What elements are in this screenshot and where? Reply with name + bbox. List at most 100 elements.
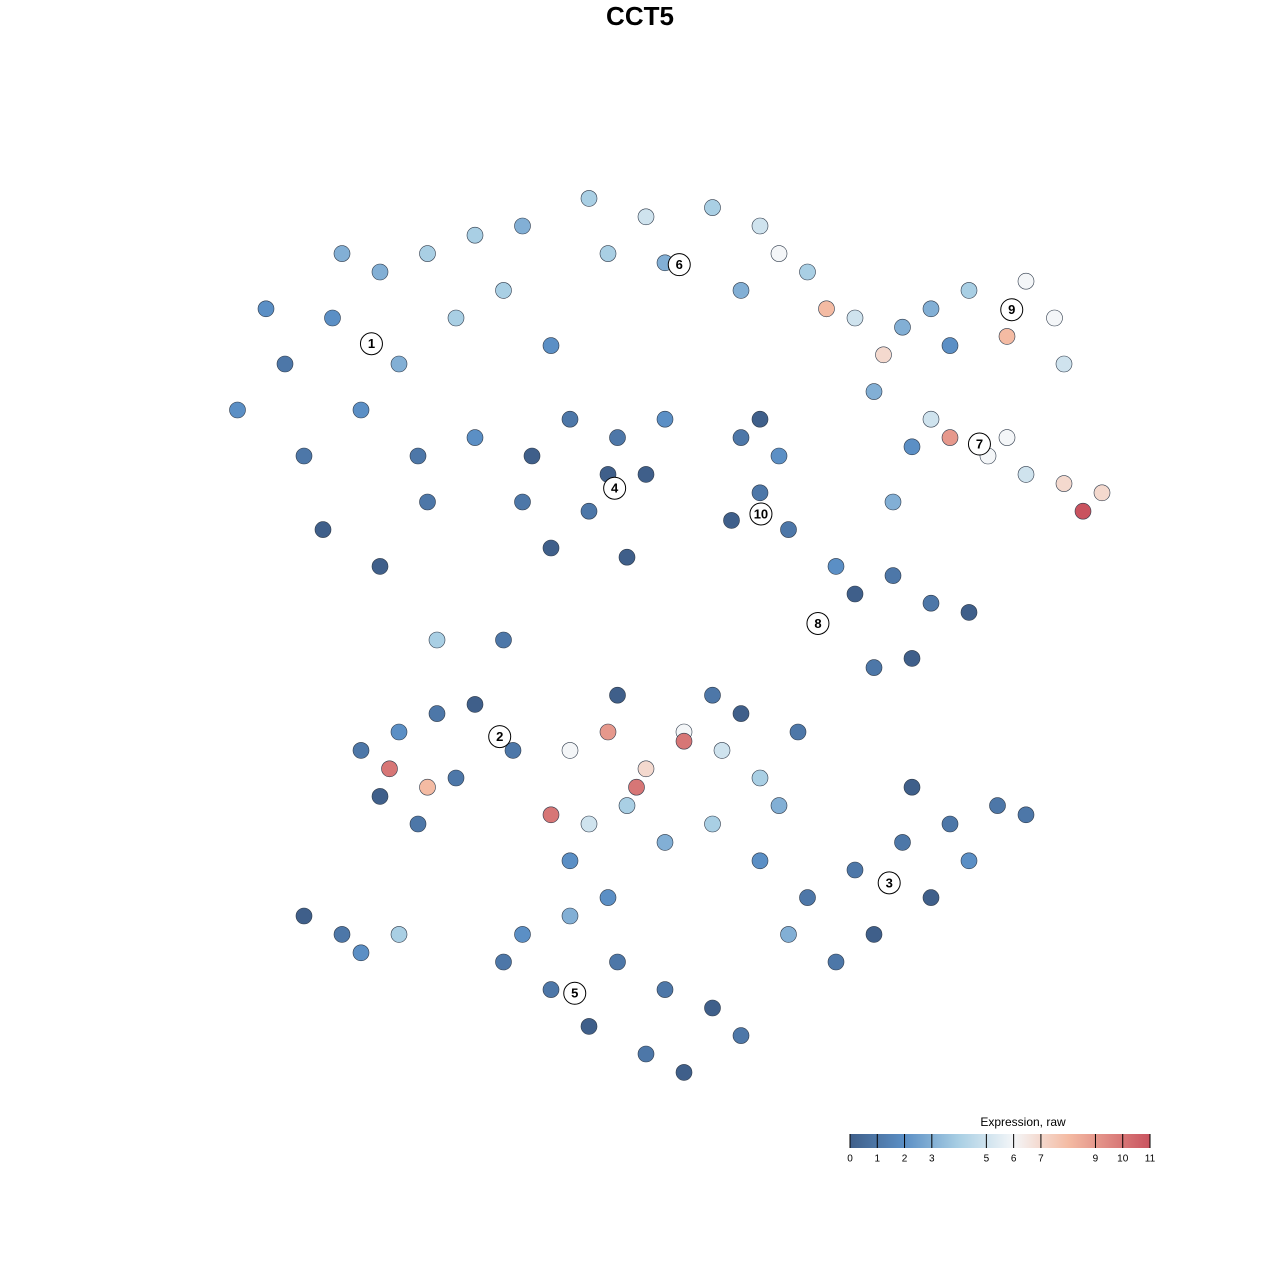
point: [628, 778, 645, 796]
point: [922, 594, 940, 612]
point: [428, 705, 446, 722]
chart-title: CCT5: [606, 1, 674, 31]
point: [1017, 466, 1035, 483]
point: [903, 778, 921, 796]
point: [751, 769, 769, 787]
point: [704, 999, 721, 1017]
point: [922, 410, 940, 428]
point: [371, 558, 389, 575]
point: [371, 263, 389, 281]
colorbar-tick-label: 6: [1011, 1154, 1017, 1165]
colorbar-tick-label: 10: [1117, 1154, 1129, 1165]
point: [1074, 502, 1092, 520]
cluster-text: 8: [814, 616, 821, 631]
point: [561, 907, 579, 925]
point: [276, 355, 294, 373]
cluster-label: 3: [877, 871, 901, 895]
point: [770, 797, 788, 814]
cluster-text: 4: [611, 481, 619, 496]
point: [675, 732, 693, 750]
cluster-label: 2: [488, 725, 512, 749]
point: [561, 410, 579, 428]
point: [675, 1064, 693, 1081]
point: [865, 383, 883, 400]
point: [903, 650, 921, 667]
point: [656, 981, 674, 998]
colorbar-title: Expression, raw: [980, 1115, 1066, 1129]
point: [922, 889, 940, 906]
point: [941, 815, 959, 833]
point: [865, 659, 883, 676]
point: [1093, 484, 1111, 502]
point: [1017, 806, 1035, 824]
colorbar-tick-label: 3: [929, 1154, 935, 1165]
point: [941, 337, 959, 354]
point: [324, 309, 341, 327]
point: [751, 410, 769, 428]
point: [618, 548, 636, 566]
point: [704, 686, 721, 704]
cluster-label: 9: [1000, 298, 1024, 322]
point: [257, 300, 275, 318]
point: [409, 815, 427, 833]
cluster-label: 6: [667, 253, 691, 277]
point: [846, 861, 864, 879]
cluster-label: 5: [563, 981, 587, 1005]
point: [352, 401, 370, 419]
point: [637, 466, 655, 483]
point: [609, 686, 626, 704]
point: [894, 318, 911, 336]
point: [1046, 309, 1063, 327]
point: [922, 300, 940, 318]
point: [704, 815, 721, 833]
point: [580, 815, 598, 833]
point: [609, 953, 626, 971]
point: [770, 245, 788, 262]
point: [229, 401, 246, 419]
point: [989, 797, 1006, 814]
point: [542, 981, 560, 998]
point: [580, 1018, 598, 1035]
point: [998, 328, 1016, 345]
cluster-label: 10: [749, 502, 773, 526]
point: [428, 631, 446, 649]
point: [314, 521, 332, 538]
cluster-text: 5: [571, 986, 578, 1001]
point: [732, 705, 750, 722]
cluster-text: 3: [886, 875, 893, 890]
point: [514, 217, 531, 235]
point: [704, 199, 721, 216]
point: [514, 926, 531, 943]
point: [333, 245, 351, 262]
point: [618, 797, 636, 814]
point: [542, 337, 560, 354]
point: [1055, 355, 1073, 373]
point: [960, 604, 978, 621]
point: [818, 300, 835, 318]
cluster-label: 1: [359, 332, 383, 356]
cluster-text: 7: [976, 436, 983, 451]
point: [390, 723, 408, 741]
cluster-badge: [359, 332, 383, 356]
point: [732, 1027, 750, 1044]
point: [381, 760, 398, 778]
colorbar-tick-label: 0: [847, 1154, 853, 1165]
point: [960, 282, 978, 299]
colorbar-tick-label: 1: [874, 1154, 880, 1165]
point: [466, 429, 484, 446]
point: [599, 245, 617, 262]
point: [998, 429, 1016, 446]
point: [894, 834, 911, 851]
point: [390, 355, 408, 373]
point: [504, 742, 522, 759]
cluster-badge: [877, 871, 901, 895]
point: [865, 926, 883, 943]
point: [732, 282, 750, 299]
point: [780, 521, 797, 538]
cluster-text: 2: [496, 729, 503, 744]
point: [352, 742, 370, 759]
point: [960, 852, 978, 870]
point: [333, 926, 351, 943]
point: [656, 410, 674, 428]
